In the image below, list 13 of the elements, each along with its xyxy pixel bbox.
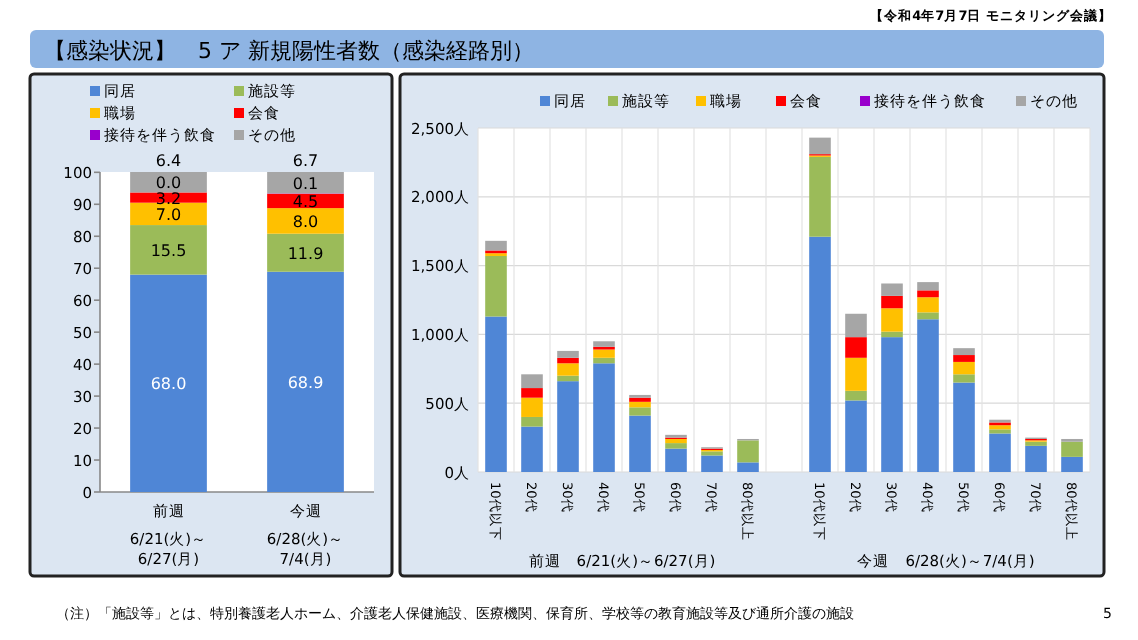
data-label: 15.5 xyxy=(150,241,187,260)
data-label: 68.9 xyxy=(287,373,324,392)
data-label: 11.9 xyxy=(287,244,324,263)
data-label: 8.0 xyxy=(292,212,319,231)
data-label: 7.0 xyxy=(155,205,182,224)
chart-title: 【感染状況】 5 ア 新規陽性者数（感染経路別） xyxy=(44,38,534,64)
data-label: 68.0 xyxy=(150,375,187,394)
data-label: 6.7 xyxy=(292,152,319,170)
data-label: 3.2 xyxy=(155,189,182,208)
data-label: 0.1 xyxy=(292,174,319,193)
data-label: 0.0 xyxy=(155,174,182,193)
data-label: 4.5 xyxy=(292,192,319,211)
data-label: 6.4 xyxy=(155,152,182,170)
